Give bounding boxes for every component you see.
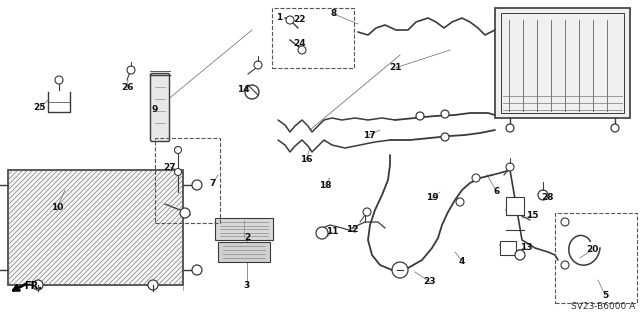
Text: 4: 4 <box>459 256 465 265</box>
Bar <box>155 138 220 223</box>
Circle shape <box>456 198 464 206</box>
Circle shape <box>33 280 43 290</box>
Circle shape <box>175 168 182 175</box>
Circle shape <box>538 190 548 200</box>
Circle shape <box>286 16 294 24</box>
Circle shape <box>192 180 202 190</box>
Bar <box>8 170 183 285</box>
Text: 16: 16 <box>300 155 312 165</box>
Circle shape <box>506 163 514 171</box>
Text: 18: 18 <box>319 181 332 189</box>
Text: 1: 1 <box>276 13 282 23</box>
Text: 19: 19 <box>426 194 438 203</box>
Circle shape <box>416 112 424 120</box>
Text: 24: 24 <box>294 39 307 48</box>
Circle shape <box>363 208 371 216</box>
Text: 13: 13 <box>520 243 532 253</box>
Circle shape <box>254 61 262 69</box>
Circle shape <box>55 76 63 84</box>
Circle shape <box>148 280 158 290</box>
Circle shape <box>180 208 190 218</box>
Text: 15: 15 <box>525 211 538 220</box>
Text: 17: 17 <box>363 130 375 139</box>
Text: 3: 3 <box>244 280 250 290</box>
Text: 23: 23 <box>424 278 436 286</box>
Bar <box>218 242 270 262</box>
Circle shape <box>561 261 569 269</box>
Text: 5: 5 <box>602 291 608 300</box>
Text: 12: 12 <box>346 225 358 234</box>
Text: 25: 25 <box>34 103 46 113</box>
Circle shape <box>611 124 619 132</box>
Circle shape <box>298 46 306 54</box>
Bar <box>495 8 630 118</box>
Text: 8: 8 <box>331 10 337 19</box>
Bar <box>272 8 354 68</box>
Circle shape <box>506 124 514 132</box>
Text: 21: 21 <box>388 63 401 72</box>
Circle shape <box>175 146 182 153</box>
Bar <box>501 13 624 113</box>
Text: 14: 14 <box>237 85 250 93</box>
Bar <box>215 218 273 240</box>
Text: FR.: FR. <box>24 281 42 291</box>
Circle shape <box>127 66 135 74</box>
Circle shape <box>441 133 449 141</box>
Circle shape <box>515 250 525 260</box>
Circle shape <box>245 85 259 99</box>
Text: SV23-B6000 A: SV23-B6000 A <box>571 302 635 311</box>
Circle shape <box>561 218 569 226</box>
Text: 10: 10 <box>51 204 63 212</box>
Text: 20: 20 <box>586 246 598 255</box>
Text: 6: 6 <box>494 188 500 197</box>
Bar <box>555 213 637 303</box>
Text: 28: 28 <box>541 194 553 203</box>
Circle shape <box>392 262 408 278</box>
FancyBboxPatch shape <box>150 73 170 142</box>
Text: 7: 7 <box>210 179 216 188</box>
Text: 9: 9 <box>152 106 158 115</box>
Text: 2: 2 <box>244 233 250 241</box>
Circle shape <box>316 227 328 239</box>
Text: 27: 27 <box>164 162 176 172</box>
Text: 26: 26 <box>121 84 133 93</box>
Circle shape <box>472 174 480 182</box>
Text: 11: 11 <box>326 227 339 236</box>
Text: 22: 22 <box>294 16 307 25</box>
Bar <box>506 197 524 215</box>
Circle shape <box>441 110 449 118</box>
Bar <box>500 241 516 255</box>
Circle shape <box>192 265 202 275</box>
